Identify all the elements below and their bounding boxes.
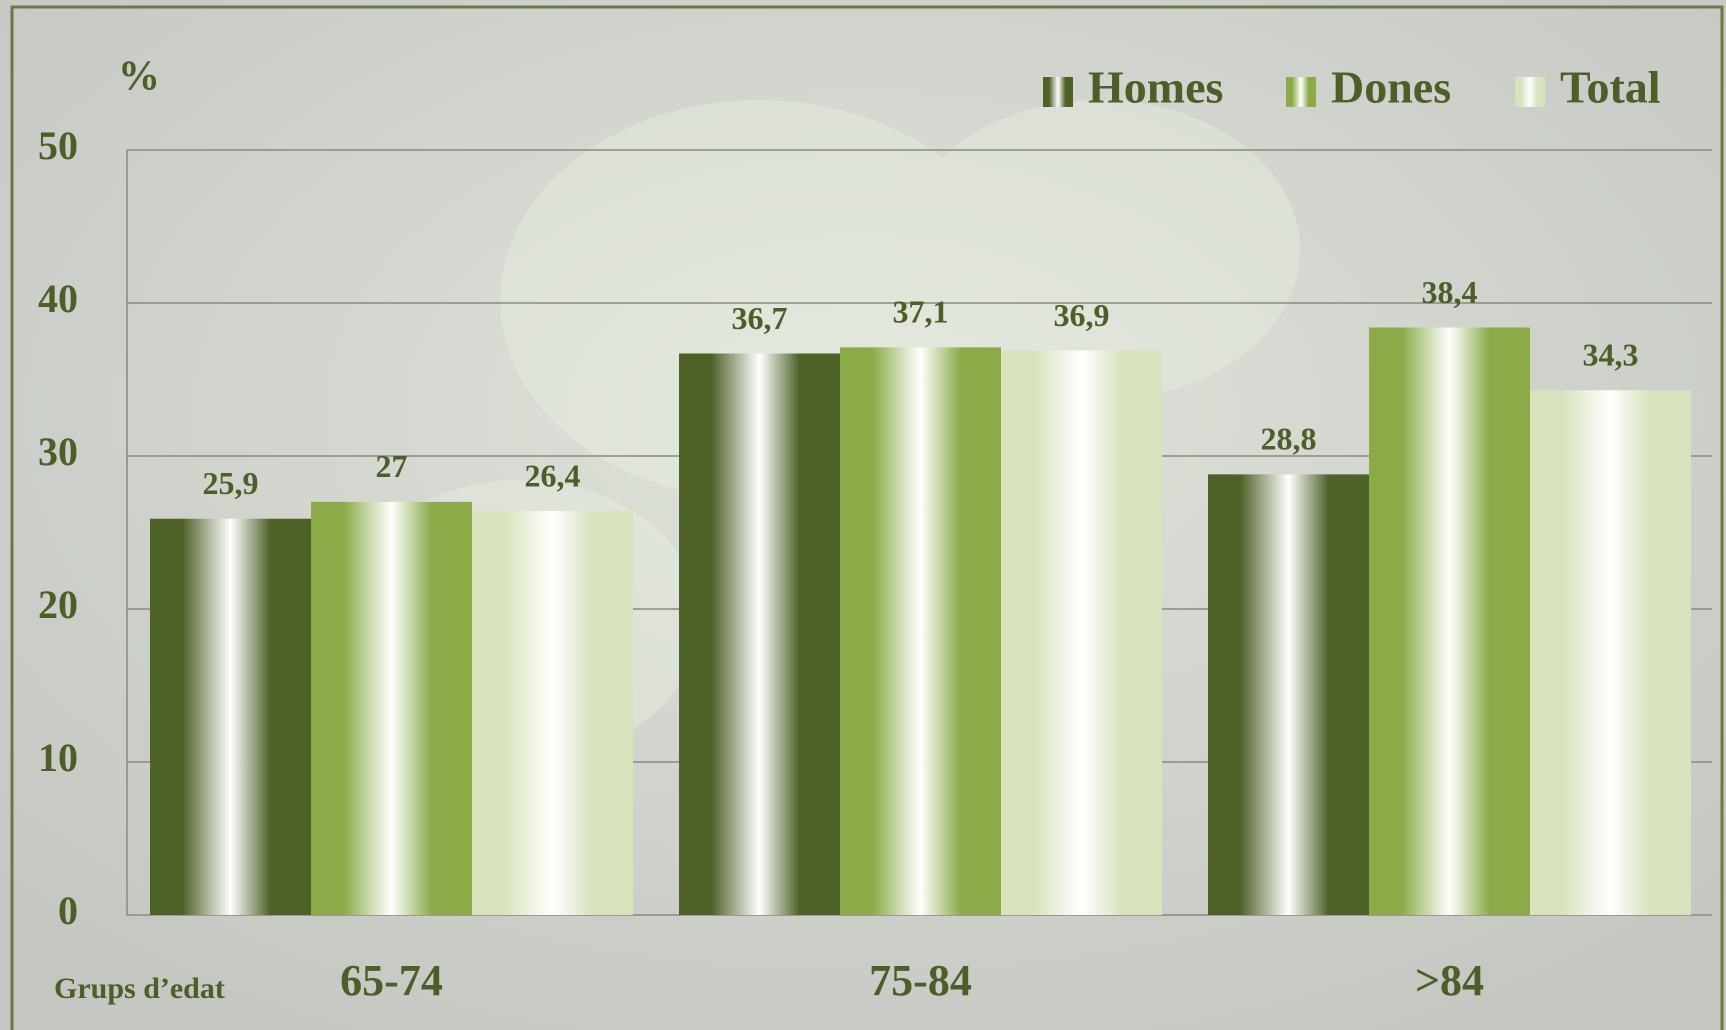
bar: [840, 347, 1001, 915]
bar: [679, 353, 840, 915]
x-tick-label: 75-84: [869, 956, 972, 1005]
bar: [150, 518, 311, 915]
legend-swatch: [1286, 77, 1316, 107]
y-tick-label: 0: [58, 888, 78, 933]
data-label: 27: [376, 448, 408, 484]
data-label: 37,1: [893, 294, 949, 330]
y-tick-label: 10: [38, 735, 78, 780]
data-label: 34,3: [1583, 337, 1639, 373]
data-label: 36,7: [732, 300, 788, 336]
data-label: 38,4: [1422, 274, 1478, 310]
y-tick-label: 50: [38, 123, 78, 168]
bar: [311, 501, 472, 915]
y-axis-label: %: [118, 54, 160, 100]
legend-label: Total: [1560, 62, 1661, 113]
x-axis-label: Grups d’edat: [54, 972, 225, 1005]
data-label: 26,4: [525, 457, 581, 493]
frame: [10, 5, 1724, 1030]
data-label: 28,8: [1261, 421, 1317, 457]
data-label: 36,9: [1054, 297, 1110, 333]
y-tick-label: 40: [38, 276, 78, 321]
legend-label: Homes: [1088, 62, 1223, 113]
bar: [1530, 390, 1691, 916]
bar: [472, 511, 633, 915]
x-tick-label: 65-74: [340, 956, 443, 1005]
data-label: 25,9: [203, 465, 259, 501]
legend-swatch: [1043, 77, 1073, 107]
x-tick-label: >84: [1415, 956, 1484, 1005]
legend-swatch: [1515, 77, 1545, 107]
bar: [1001, 350, 1162, 915]
y-tick-label: 20: [38, 582, 78, 627]
bar: [1208, 474, 1369, 915]
y-tick-label: 30: [38, 429, 78, 474]
bar: [1369, 327, 1530, 916]
legend-label: Dones: [1331, 62, 1451, 113]
